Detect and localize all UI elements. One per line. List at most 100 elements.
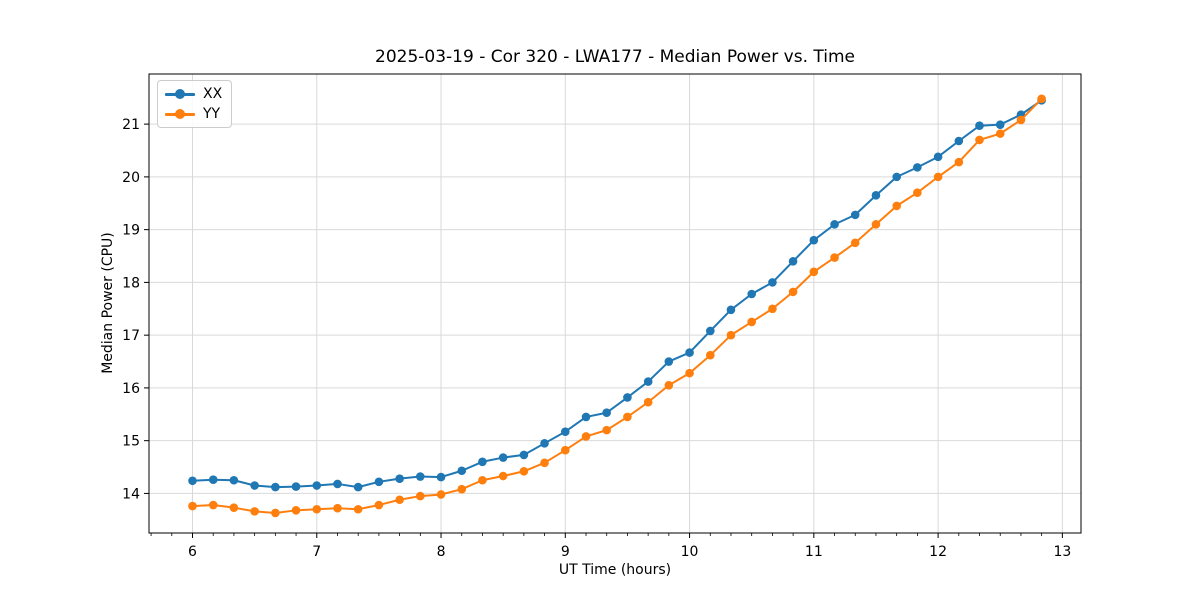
data-point-yy	[892, 201, 902, 211]
data-point-yy	[374, 500, 384, 510]
y-tick-label: 15	[122, 434, 140, 450]
x-tick-label: 9	[561, 544, 570, 560]
data-point-xx	[271, 482, 280, 492]
y-tick-label: 16	[122, 381, 140, 397]
data-point-yy	[540, 458, 549, 468]
data-point-yy	[850, 238, 860, 248]
data-point-xx	[726, 305, 736, 315]
data-point-xx	[395, 474, 404, 483]
data-point-yy	[188, 501, 197, 511]
plot-area: 6 7 8 9 10 11 12 13 14 15 16 17 18 19 20 21	[122, 73, 1082, 560]
data-point-xx	[850, 210, 860, 220]
legend-item-xx: XX	[165, 85, 222, 103]
data-point-xx	[975, 121, 984, 131]
data-point-yy	[768, 304, 777, 314]
y-tick-label: 14	[122, 486, 140, 502]
legend-label-xx: XX	[203, 86, 223, 102]
data-point-yy	[685, 368, 694, 378]
data-point-yy	[664, 380, 674, 390]
data-point-xx	[519, 450, 529, 460]
x-tick-label: 6	[188, 544, 197, 560]
data-point-xx	[995, 120, 1005, 129]
data-point-yy	[1016, 115, 1026, 125]
x-tick-label: 8	[437, 544, 446, 560]
data-point-xx	[581, 412, 591, 422]
data-point-xx	[208, 475, 218, 485]
data-point-xx	[685, 348, 694, 357]
data-point-xx	[457, 466, 467, 476]
x-tick-label: 12	[929, 544, 947, 560]
data-point-yy	[1037, 94, 1046, 104]
data-point-xx	[560, 427, 570, 437]
data-point-yy	[415, 491, 425, 501]
y-tick-label: 19	[122, 223, 140, 239]
data-point-yy	[809, 267, 819, 277]
data-point-xx	[954, 136, 964, 146]
data-point-xx	[747, 289, 756, 299]
data-point-yy	[913, 188, 922, 198]
data-point-yy	[478, 475, 487, 485]
data-point-xx	[871, 191, 881, 200]
data-point-xx	[664, 357, 674, 366]
x-axis-label: UT Time (hours)	[559, 562, 671, 578]
data-point-xx	[291, 482, 301, 491]
data-point-xx	[436, 472, 446, 482]
data-point-yy	[333, 503, 342, 513]
data-point-yy	[271, 508, 280, 518]
x-tick-label: 13	[1053, 544, 1071, 560]
data-point-yy	[312, 504, 322, 514]
data-point-xx	[788, 256, 798, 266]
data-point-yy	[353, 504, 363, 514]
chart-title: 2025-03-19 - Cor 320 - LWA177 - Median P…	[375, 47, 855, 67]
y-tick-label: 21	[122, 117, 140, 133]
x-tick-label: 11	[805, 544, 823, 560]
data-point-xx	[250, 481, 259, 490]
data-point-yy	[602, 425, 611, 435]
x-tick-label: 7	[312, 544, 321, 560]
data-point-xx	[892, 172, 902, 182]
data-point-yy	[250, 507, 259, 516]
data-point-xx	[478, 457, 487, 467]
data-point-xx	[498, 453, 508, 462]
y-tick-label: 20	[122, 170, 140, 186]
data-point-xx	[602, 408, 611, 418]
series-line-yy	[192, 98, 1043, 514]
data-point-yy	[871, 220, 881, 229]
legend-item-yy: YY	[165, 105, 222, 123]
y-tick-label: 18	[122, 275, 140, 291]
data-point-xx	[312, 481, 322, 490]
xx-marker-dot-icon	[175, 89, 185, 99]
data-point-yy	[726, 330, 736, 340]
data-point-yy	[229, 503, 239, 512]
data-point-xx	[706, 326, 715, 336]
y-tick-label: 17	[122, 328, 140, 344]
data-point-xx	[623, 393, 632, 402]
data-point-yy	[395, 495, 404, 505]
y-axis-label: Median Power (CPU)	[100, 232, 116, 374]
xx-line-marker-icon	[165, 87, 195, 101]
data-point-yy	[208, 500, 218, 510]
data-point-xx	[913, 163, 922, 172]
data-point-yy	[436, 490, 446, 499]
data-point-yy	[457, 484, 467, 494]
data-point-yy	[519, 466, 529, 476]
legend-label-yy: YY	[203, 106, 221, 122]
series-line-xx	[192, 99, 1043, 489]
data-point-xx	[643, 377, 653, 386]
data-point-yy	[747, 317, 756, 327]
legend: XX YY	[157, 80, 233, 128]
data-point-yy	[560, 445, 570, 455]
plot-border	[148, 73, 1082, 534]
data-point-xx	[809, 235, 819, 245]
data-point-xx	[830, 220, 839, 229]
data-point-xx	[188, 476, 197, 486]
data-point-xx	[374, 477, 384, 487]
data-point-xx	[333, 479, 342, 489]
yy-line-marker-icon	[165, 107, 195, 121]
data-point-yy	[706, 350, 715, 360]
x-tick-label: 10	[681, 544, 699, 560]
data-point-yy	[291, 506, 301, 515]
data-point-yy	[623, 412, 632, 422]
